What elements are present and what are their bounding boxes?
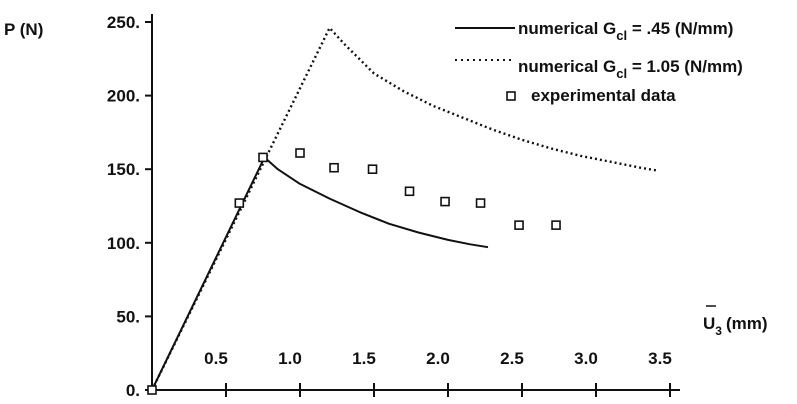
series-layer [150, 26, 659, 391]
y-tick-label: 0. [126, 381, 140, 400]
svg-text:numerical Gcl = 1.05 (N/mm): numerical Gcl = 1.05 (N/mm) [518, 57, 743, 81]
x-tick-label: 0.5 [204, 349, 228, 368]
y-ticks: 0. 50. 100. 150. 200. 250. [107, 13, 152, 400]
x-tick-label: 2.5 [500, 349, 524, 368]
data-point-s3 [295, 148, 305, 158]
y-tick-label: 150. [107, 160, 140, 179]
data-point-s3 [258, 152, 268, 163]
series-line-s1 [151, 156, 489, 391]
y-tick-label: 250. [107, 13, 140, 32]
x-axis-title-sub: 3 [715, 324, 722, 338]
y-tick-label: 100. [107, 234, 140, 253]
data-point-s3 [440, 196, 450, 207]
x-axis-title: U3 (mm) [703, 305, 768, 338]
x-ticks: 0.5 1.0 1.5 2.0 2.5 3.0 3.5 [204, 349, 672, 397]
legend-swatch-marker [506, 91, 516, 101]
marker-layer [147, 148, 561, 395]
legend-entry-s1: numerical Gcl = .45 (N/mm) [455, 19, 733, 43]
svg-text:numerical Gcl = .45 (N/mm): numerical Gcl = .45 (N/mm) [518, 19, 733, 43]
data-point-s3 [367, 164, 378, 174]
x-tick-label: 2.0 [426, 349, 450, 368]
legend: numerical Gcl = .45 (N/mm) numerical Gcl… [455, 19, 743, 105]
y-axis-title: P (N) [4, 20, 43, 39]
data-point-s3 [551, 220, 561, 230]
x-tick-label: 3.5 [648, 349, 672, 368]
data-point-s3 [234, 198, 245, 208]
x-tick-label: 3.0 [574, 349, 598, 368]
series-line-s2 [150, 26, 659, 391]
legend-entry-s3: experimental data [506, 86, 676, 105]
data-point-s3 [404, 186, 415, 197]
x-axis-title-unit: (mm) [726, 314, 768, 333]
x-tick-label: 1.0 [278, 349, 302, 368]
data-point-s3 [475, 198, 486, 208]
data-point-s3 [147, 385, 157, 395]
x-axis-title-base: U [703, 314, 715, 333]
svg-text:experimental data: experimental data [531, 86, 676, 105]
x-tick-label: 1.5 [352, 349, 376, 368]
data-point-s3 [514, 220, 524, 230]
legend-entry-s2: numerical Gcl = 1.05 (N/mm) [455, 57, 743, 81]
y-tick-label: 200. [107, 87, 140, 106]
y-tick-label: 50. [116, 307, 140, 326]
svg-text:U3(mm): U3 (mm) [703, 314, 768, 338]
data-point-s3 [329, 162, 339, 173]
